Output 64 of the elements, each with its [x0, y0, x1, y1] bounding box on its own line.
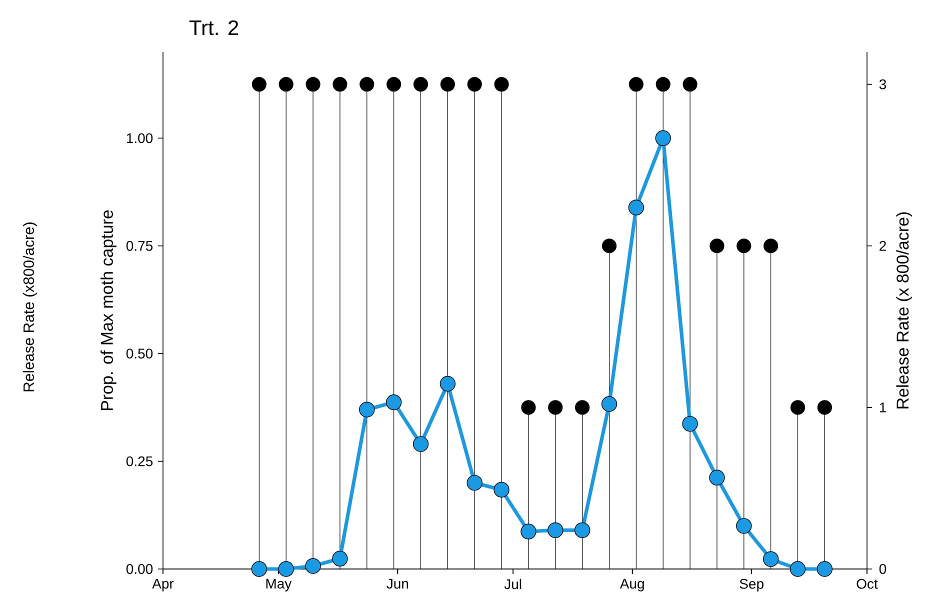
- point: [413, 77, 428, 92]
- point: [494, 77, 509, 92]
- point: [386, 394, 402, 410]
- point: [628, 77, 644, 92]
- point: [521, 400, 536, 415]
- y-tick-label: 0.25: [126, 456, 153, 466]
- point: [602, 238, 617, 254]
- x-tick-label: Aug: [620, 578, 644, 592]
- y2-tick-label: 3: [879, 79, 886, 90]
- point: [762, 551, 779, 567]
- y-tick-label: 0.00: [126, 564, 153, 574]
- point: [790, 400, 806, 415]
- point: [278, 561, 294, 577]
- point: [440, 77, 455, 92]
- point: [494, 482, 510, 498]
- x-tick-label: Sep: [740, 578, 764, 592]
- y-tick-label: 0.50: [126, 348, 153, 359]
- point: [440, 376, 456, 392]
- point: [736, 518, 752, 534]
- y2-axis-title: Release Rate (x 800/acre): [896, 212, 912, 408]
- point: [710, 238, 724, 254]
- point: [656, 77, 670, 92]
- y-tick-label: 1.00: [126, 133, 153, 144]
- point: [764, 238, 778, 254]
- point: [305, 558, 321, 574]
- point: [386, 77, 402, 92]
- point: [655, 130, 671, 146]
- point: [574, 522, 590, 538]
- text: Release Rate (x800/acre): [23, 222, 37, 392]
- y2-tick-label: 2: [880, 240, 886, 251]
- point: [628, 200, 644, 216]
- point: [332, 77, 348, 92]
- point: [520, 524, 536, 540]
- point: [816, 561, 833, 577]
- point: [466, 474, 482, 491]
- point: [548, 400, 563, 415]
- point: [790, 561, 806, 577]
- x-tick-label: May: [266, 578, 292, 592]
- point: [575, 400, 590, 415]
- point: [467, 77, 482, 92]
- point: [601, 396, 618, 412]
- point: [682, 77, 698, 92]
- point: [252, 77, 266, 92]
- point: [682, 416, 698, 432]
- point: [306, 77, 320, 92]
- point: [412, 436, 429, 452]
- x-tick-label: Jul: [504, 578, 522, 590]
- y-axis-title: Prop. of Max moth capture: [100, 210, 116, 410]
- x-tick-label: Apr: [152, 578, 174, 592]
- point: [251, 561, 268, 577]
- y-tick-label: 0.75: [126, 240, 153, 251]
- point: [360, 77, 374, 92]
- point: [709, 470, 725, 486]
- point: [548, 522, 564, 538]
- x-tick-label: Jun: [386, 578, 408, 589]
- chart-title: Trt. 2: [189, 20, 238, 36]
- point: [817, 400, 832, 415]
- y2-tick-label: 0: [879, 564, 886, 574]
- x-tick-label: Oct: [856, 578, 878, 589]
- point: [278, 77, 294, 92]
- y2-tick-label: 1: [880, 402, 886, 412]
- point: [736, 238, 752, 254]
- point: [332, 550, 348, 567]
- point: [359, 402, 375, 418]
